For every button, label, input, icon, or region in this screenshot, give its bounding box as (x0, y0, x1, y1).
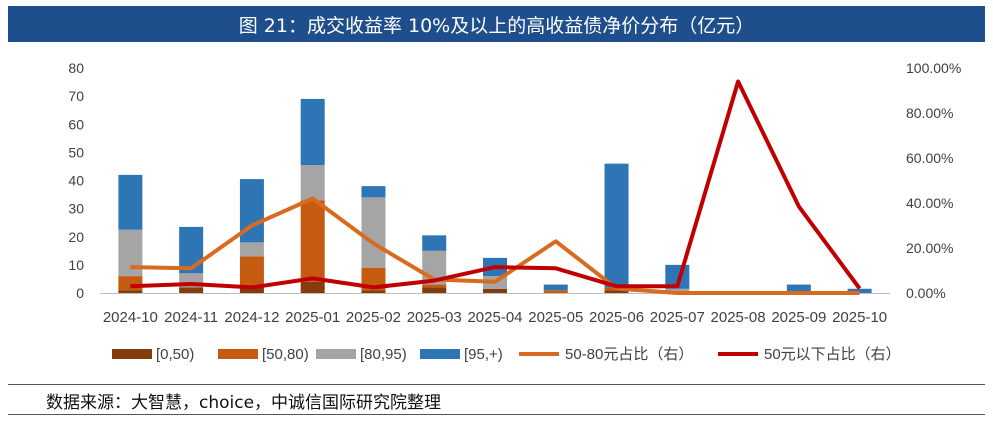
y2-tick-label: 100.00% (906, 60, 961, 76)
bar-segment (179, 226, 204, 274)
bar-segment (786, 284, 811, 292)
bar-segment (604, 163, 629, 288)
bar-segment (118, 276, 143, 291)
legend-label: 50元以下占比（右） (764, 346, 901, 363)
x-tick-label: 2024-11 (164, 309, 218, 326)
y-tick-label: 30 (68, 201, 84, 217)
x-tick-label: 2025-05 (528, 309, 583, 326)
bar-segment (543, 284, 568, 291)
bar-segment (422, 235, 447, 251)
x-tick-label: 2025-07 (650, 309, 705, 326)
legend-label: [80,95) (360, 346, 407, 363)
y2-tick-label: 60.00% (906, 150, 953, 166)
bar-segment (422, 284, 447, 288)
y2-tick-label: 0.00% (906, 285, 946, 301)
bar-segment (665, 288, 690, 292)
x-tick-label: 2025-02 (346, 309, 401, 326)
source-note: 数据来源：大智慧，choice，中诚信国际研究院整理 (46, 393, 442, 413)
x-tick-label: 2025-09 (771, 309, 826, 326)
bar-segment (483, 288, 507, 293)
legend-swatch (218, 349, 258, 359)
footer-divider-bottom (8, 414, 985, 415)
legend-swatch (420, 349, 460, 359)
bar-segment (300, 200, 325, 282)
legend-swatch (316, 349, 356, 359)
legend-label: [0,50) (156, 346, 194, 363)
bar-segment (300, 281, 325, 293)
x-tick-label: 2025-08 (711, 309, 766, 326)
bar-segment (300, 98, 325, 166)
x-tick-label: 2025-03 (407, 309, 462, 326)
bar-segment (179, 287, 204, 293)
x-tick-label: 2025-10 (832, 309, 887, 326)
bar-segment (847, 288, 872, 293)
bar-segment (361, 186, 386, 198)
y-tick-label: 10 (68, 257, 84, 273)
y2-tick-label: 80.00% (906, 105, 953, 121)
y-tick-label: 70 (68, 88, 84, 104)
bar-segment (118, 290, 143, 293)
bar-segment (543, 290, 568, 293)
bar-segment (604, 290, 629, 293)
line-series (130, 79, 862, 290)
x-tick-label: 2025-06 (589, 309, 644, 326)
legend-label: [50,80) (262, 346, 309, 363)
chart: 0 10 20 30 40 50 60 70 80 0.00% 20.00% 40.00% 60.00%… (68, 60, 961, 363)
y-tick-label: 60 (68, 116, 84, 132)
y2-tick-label: 20.00% (906, 240, 953, 256)
y-tick-label: 40 (68, 173, 84, 189)
x-tick-label: 2024-12 (224, 309, 279, 326)
x-tick-label: 2025-01 (285, 309, 340, 326)
y-tick-label: 80 (68, 60, 84, 76)
y-tick-label: 0 (76, 285, 84, 301)
x-tick-label: 2025-04 (467, 309, 522, 326)
chart-title: 图 21：成交收益率 10%及以上的高收益债净价分布（亿元） (8, 6, 985, 42)
bar-segment (118, 174, 143, 230)
bar-segment (361, 197, 386, 268)
legend-label: [95,+) (464, 346, 503, 363)
bar-segment (422, 287, 447, 293)
legend-label: 50-80元占比（右） (565, 346, 693, 363)
y2-tick-label: 40.00% (906, 195, 953, 211)
y-tick-label: 50 (68, 144, 84, 160)
footer-divider-top (8, 384, 985, 385)
line-series (130, 196, 860, 295)
x-tick-label: 2024-10 (103, 309, 158, 326)
bar-segment (239, 287, 264, 293)
bar-segment (239, 242, 264, 257)
y-tick-label: 20 (68, 229, 84, 245)
bar-segment (239, 256, 264, 288)
bar-segment (361, 290, 386, 293)
legend-swatch (112, 349, 152, 359)
bar-segment (300, 165, 325, 201)
